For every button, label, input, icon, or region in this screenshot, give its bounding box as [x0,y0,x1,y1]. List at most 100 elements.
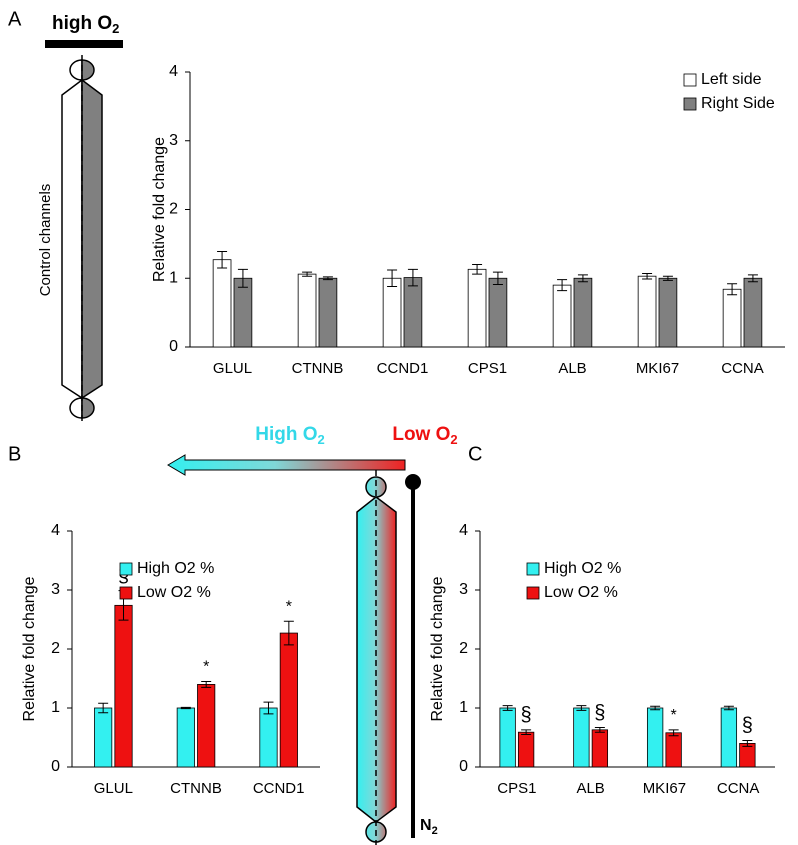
x-tick-label: CPS1 [468,360,507,377]
x-tick-label: CCND1 [377,360,429,377]
bar [467,268,487,348]
legend-swatch [526,562,540,576]
gradient-arrow [167,454,406,476]
bar [382,277,402,348]
y-axis-label: Relative fold change [21,576,38,721]
panel-label: C [468,443,482,465]
y-tick-label: 4 [459,522,468,539]
x-tick-label: ALB [576,780,604,797]
error-bar [521,729,532,736]
significance-marker: § [118,565,129,587]
legend-label: Low O2 % [137,584,211,601]
bar [297,273,317,348]
bar [403,277,423,348]
legend-swatch [119,586,133,600]
error-bar [650,705,661,711]
channel-label: Control channels [37,184,54,297]
y-tick-label: 3 [51,581,60,598]
bar [646,707,664,768]
error-bar [180,706,191,710]
legend-swatch [683,97,697,111]
legend-swatch [526,586,540,600]
error-bar [668,729,679,737]
bar [665,732,682,768]
bar [318,277,338,348]
y-tick-label: 1 [459,699,468,716]
error-bar [237,268,248,288]
legend-label: Left side [701,71,762,88]
x-tick-label: CTNNB [170,780,222,797]
x-tick-label: MKI67 [636,360,679,377]
legend-swatch [119,562,133,576]
bar [722,288,742,348]
x-tick-label: CPS1 [497,780,536,797]
bar [233,277,253,348]
significance-marker: * [203,659,209,676]
x-tick-label: MKI67 [643,780,686,797]
error-bar [502,705,513,711]
n2-label: N2 [420,817,438,837]
error-bar [723,705,734,711]
x-tick-label: GLUL [213,360,252,377]
y-tick-label: 2 [459,640,468,657]
bar-indicator [45,40,123,48]
bar [176,707,195,768]
legend-label: High O2 % [137,560,214,577]
y-tick-label: 4 [51,522,60,539]
error-bar [407,268,418,287]
error-bar [492,271,503,285]
legend-label: High O2 % [544,560,621,577]
error-bar [557,279,568,292]
high-o2-label: high O2 [52,13,119,36]
bar [552,284,572,348]
x-tick-label: CCNA [717,780,760,797]
bar [499,707,516,768]
x-tick-label: ALB [558,360,586,377]
bar [212,259,232,348]
bar [573,277,593,348]
bar [197,684,216,768]
y-tick-label: 3 [459,581,468,598]
x-tick-label: CCND1 [253,780,305,797]
bar [658,277,678,348]
error-bar [662,275,673,281]
gradient-low-label: Low O2 [392,424,457,447]
significance-marker: * [671,707,677,724]
bar [279,632,298,768]
significance-marker: * [286,598,292,615]
legend-label: Low O2 % [544,584,618,601]
error-bar [594,726,605,733]
y-axis-label: Relative fold change [151,137,168,282]
error-bar [576,705,587,711]
error-bar [201,680,212,688]
bar [488,277,508,348]
bar [720,707,738,768]
bar [739,743,756,768]
y-tick-label: 1 [169,269,178,286]
x-tick-label: CTNNB [292,360,344,377]
error-bar [387,269,398,287]
legend-swatch [683,73,697,87]
error-bar [322,276,333,281]
bar [637,275,657,348]
channel-left [61,59,85,419]
bar [259,707,278,768]
y-tick-label: 0 [169,338,178,355]
channel-right [79,59,103,419]
error-bar [642,272,653,280]
bar [573,707,590,768]
bar [743,277,763,348]
error-bar [302,271,313,277]
error-bar [577,274,588,283]
y-tick-label: 4 [169,63,178,80]
bar [114,604,133,768]
y-tick-label: 0 [459,758,468,775]
bar [94,707,113,768]
significance-marker: § [594,702,605,724]
panel-label: A [8,8,22,30]
gradient-high-label: High O2 [255,424,325,447]
error-bar [472,264,483,275]
x-tick-label: CCNA [721,360,764,377]
error-bar [217,250,228,269]
